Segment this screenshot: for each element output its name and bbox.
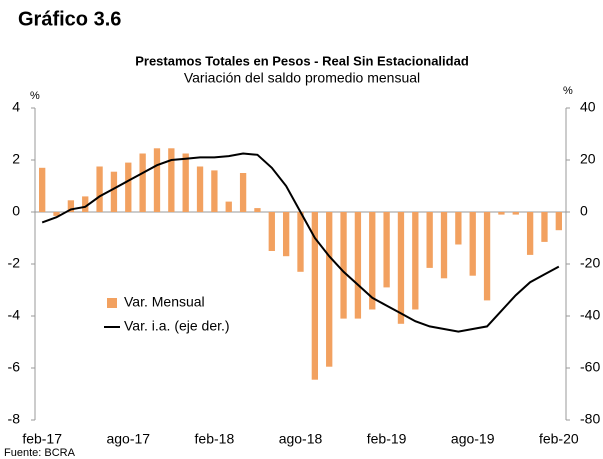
bar xyxy=(455,212,462,245)
source: Fuente: BCRA xyxy=(4,447,76,459)
bar xyxy=(53,212,60,216)
y-tick-label: -4 xyxy=(8,307,21,323)
y2-unit: % xyxy=(563,85,573,97)
y2-tick-label: -40 xyxy=(580,307,600,323)
x-tick-label: ago-17 xyxy=(106,431,150,447)
bar xyxy=(96,166,103,212)
bar xyxy=(397,212,405,324)
x-tick-label: feb-17 xyxy=(22,431,62,447)
legend-swatch xyxy=(107,298,117,308)
bar xyxy=(225,201,232,212)
bar xyxy=(354,212,362,319)
bar xyxy=(268,212,275,251)
bar xyxy=(498,212,505,215)
y-tick-label: -6 xyxy=(8,359,21,375)
heading: Gráfico 3.6 xyxy=(18,8,121,30)
y2-tick-label: -20 xyxy=(580,255,600,271)
bar xyxy=(383,212,390,288)
bar xyxy=(282,212,290,257)
bar xyxy=(412,212,419,310)
chart-subtitle: Variación del saldo promedio mensual xyxy=(184,70,420,86)
bar xyxy=(483,212,491,301)
bar xyxy=(211,170,218,212)
y-tick-label: -8 xyxy=(8,411,21,427)
bar xyxy=(82,196,89,212)
bar xyxy=(340,212,347,319)
bar xyxy=(297,212,304,272)
chart-title: Prestamos Totales en Pesos - Real Sin Es… xyxy=(135,53,469,68)
bar xyxy=(254,208,261,212)
bar xyxy=(326,212,333,367)
bar xyxy=(526,212,534,255)
bar xyxy=(311,212,319,380)
legend-label: Var. i.a. (eje der.) xyxy=(124,318,230,334)
line xyxy=(41,152,560,333)
bar xyxy=(168,148,175,212)
legend-label: Var. Mensual xyxy=(124,294,205,310)
bar xyxy=(110,171,118,212)
bar xyxy=(239,173,247,212)
bar xyxy=(541,212,548,242)
x-tick-label: feb-18 xyxy=(195,431,235,447)
y-tick-label: 2 xyxy=(12,151,20,167)
y2-tick-label: -60 xyxy=(580,359,600,375)
x-tick-label: ago-18 xyxy=(279,431,323,447)
y2-tick-label: 20 xyxy=(580,151,596,167)
bar xyxy=(139,153,146,212)
y-unit: % xyxy=(30,90,40,102)
bar xyxy=(426,212,433,268)
y-tick-label: -2 xyxy=(8,255,21,271)
x-tick-label: feb-19 xyxy=(367,431,407,447)
bar xyxy=(153,148,161,212)
bar xyxy=(196,166,204,212)
x-tick-label: ago-19 xyxy=(451,431,495,447)
y2-tick-label: -80 xyxy=(580,411,600,427)
bar xyxy=(512,212,519,215)
bar xyxy=(39,167,46,212)
y-tick-label: 0 xyxy=(12,203,20,219)
y2-tick-label: 0 xyxy=(580,203,588,219)
y-tick-label: 4 xyxy=(12,99,20,115)
bar xyxy=(182,153,189,212)
bar xyxy=(125,162,132,212)
bar xyxy=(369,212,376,310)
y2-tick-label: 40 xyxy=(580,99,596,115)
bar xyxy=(469,212,476,276)
x-tick-label: feb-20 xyxy=(539,431,579,447)
bar xyxy=(555,212,562,231)
bar xyxy=(440,212,448,279)
bar xyxy=(67,200,75,212)
